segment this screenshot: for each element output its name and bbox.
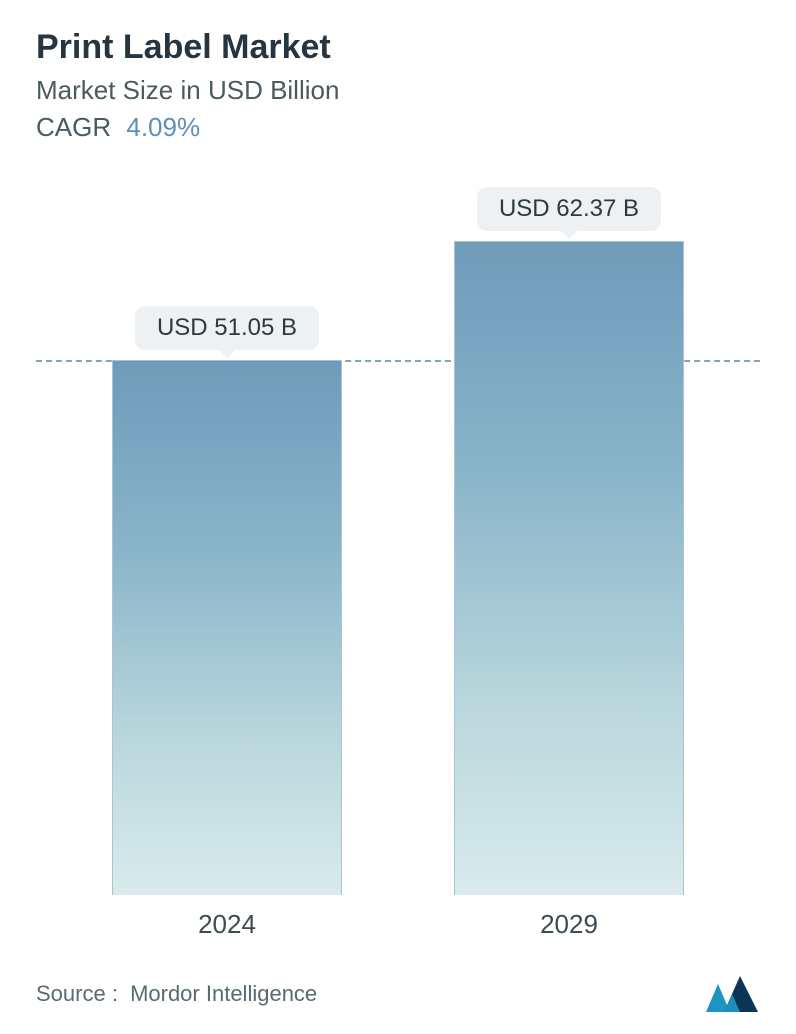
- bar-column: USD 62.37 B: [398, 187, 740, 895]
- x-axis-tick: 2029: [398, 909, 740, 940]
- cagr-row: CAGR 4.09%: [36, 112, 760, 143]
- bars-wrap: USD 51.05 B USD 62.37 B: [36, 183, 760, 895]
- chart-title: Print Label Market: [36, 28, 760, 67]
- bar: [112, 360, 342, 895]
- chart-footer: Source : Mordor Intelligence: [36, 940, 760, 1014]
- source-value: Mordor Intelligence: [130, 981, 317, 1006]
- cagr-label: CAGR: [36, 112, 111, 142]
- chart-plot-area: USD 51.05 B USD 62.37 B: [36, 183, 760, 895]
- chart-container: Print Label Market Market Size in USD Bi…: [0, 0, 796, 1034]
- source-text: Source : Mordor Intelligence: [36, 981, 317, 1007]
- bar-column: USD 51.05 B: [56, 306, 398, 895]
- bar-value-pill: USD 51.05 B: [135, 306, 319, 350]
- mordor-logo-icon: [704, 974, 760, 1014]
- bar-value-pill: USD 62.37 B: [477, 187, 661, 231]
- x-axis-tick: 2024: [56, 909, 398, 940]
- bar: [454, 241, 684, 895]
- source-label: Source :: [36, 981, 118, 1006]
- x-axis: 20242029: [36, 895, 760, 940]
- chart-subtitle: Market Size in USD Billion: [36, 75, 760, 106]
- cagr-value: 4.09%: [126, 112, 200, 142]
